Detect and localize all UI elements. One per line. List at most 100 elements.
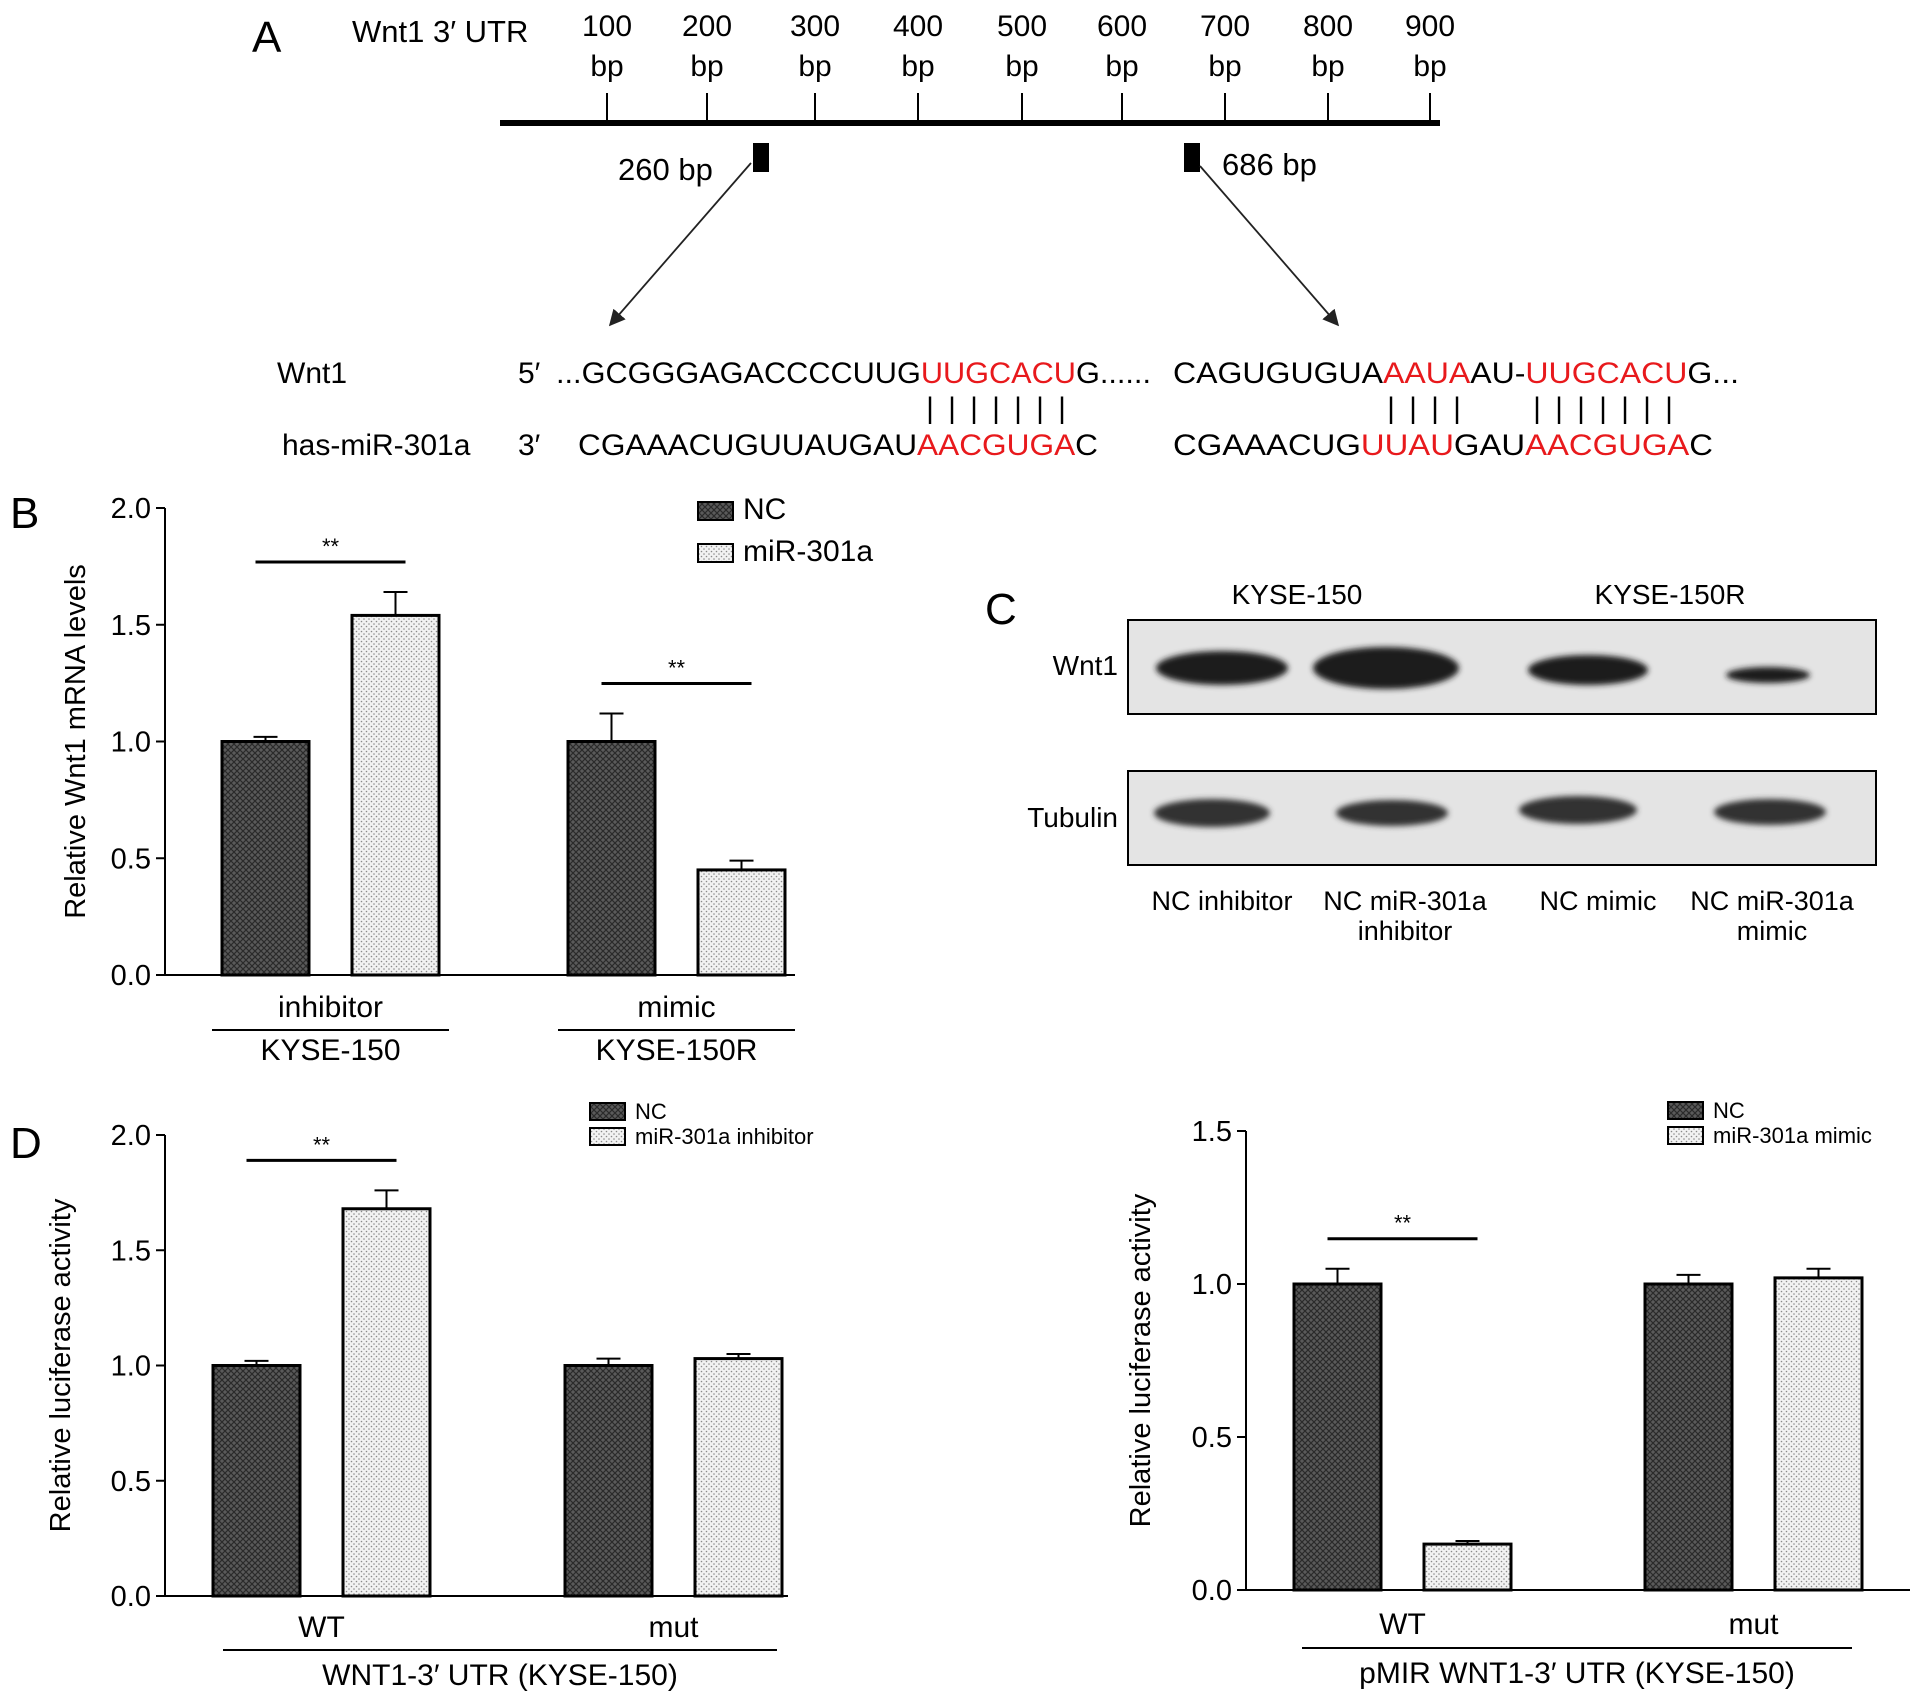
panel-letter-c: C <box>985 585 1017 634</box>
x-category-label: mut <box>1728 1608 1779 1641</box>
y-axis-title: Relative luciferase activity <box>1125 1193 1157 1527</box>
site-686-marker <box>1184 143 1200 172</box>
bar <box>211 1364 302 1598</box>
bar <box>1643 1282 1734 1592</box>
lane-label-line1: NC inhibitor <box>1151 886 1292 916</box>
y-tick-label: 0.5 <box>111 1466 151 1498</box>
pairing-bar: | <box>1665 392 1673 425</box>
wnt1-band-lane4 <box>1726 667 1810 683</box>
legend-label: NC <box>1713 1098 1745 1123</box>
utr-tick-number: 200 <box>682 10 732 43</box>
panel-letter-b: B <box>10 489 39 538</box>
y-tick-label: 1.0 <box>1192 1269 1232 1301</box>
site-260-marker <box>753 143 769 172</box>
bar <box>563 1364 654 1598</box>
wnt1-band-lane3 <box>1528 655 1648 685</box>
y-tick-label: 0.5 <box>1192 1422 1232 1454</box>
y-tick-label: 1.5 <box>111 610 151 642</box>
bar <box>1292 1282 1383 1592</box>
y-axis-title: Relative Wnt1 mRNA levels <box>60 564 92 919</box>
site2-mirna-sequence: CGAAACUG UUAU GAU AACGUGA C <box>1173 429 1713 462</box>
tubulin-band-lane2 <box>1336 800 1448 826</box>
utr-tick-number: 800 <box>1303 10 1353 43</box>
chart-b-mrna: 0.0 0.5 1.0 1.5 2.0 Relative Wnt1 mRNA levels… <box>60 493 873 1067</box>
y-axis-title: Relative luciferase activity <box>45 1198 77 1532</box>
utr-tick-number: 700 <box>1200 10 1250 43</box>
y-tick-label: 1.5 <box>1192 1116 1232 1148</box>
panel-letter-a: A <box>252 13 282 62</box>
utr-tick-number: 400 <box>893 10 943 43</box>
pairing-bar: | <box>1599 392 1607 425</box>
utr-tick-unit: bp <box>1413 50 1446 83</box>
x-category-label: WT <box>298 1611 345 1644</box>
utr-tick-number: 900 <box>1405 10 1455 43</box>
utr-tick-unit: bp <box>798 50 831 83</box>
arrow-site-686 <box>1199 165 1340 327</box>
bar <box>693 1357 784 1598</box>
base-pairing-lines: | | | | | | | | | | | | | | | | | | <box>926 392 1673 425</box>
utr-tick-unit: bp <box>901 50 934 83</box>
site-260-label: 260 bp <box>618 152 713 187</box>
pairing-bar: | <box>1577 392 1585 425</box>
panel-c-western-blot: KYSE-150 KYSE-150R Wnt1 Tubulin NC inhib… <box>1027 579 1877 946</box>
utr-tick-unit: bp <box>1208 50 1241 83</box>
blot-group-kyse150r: KYSE-150R <box>1595 579 1746 610</box>
utr-tick-unit: bp <box>1105 50 1138 83</box>
bar <box>566 740 657 977</box>
pairing-bar: | <box>1036 392 1044 425</box>
significance-stars: ** <box>322 534 340 559</box>
pairing-bar: | <box>1014 392 1022 425</box>
utr-tick-unit: bp <box>690 50 723 83</box>
utr-tick-unit: bp <box>1005 50 1038 83</box>
site-686-label: 686 bp <box>1222 147 1317 182</box>
x-category-label: WT <box>1379 1608 1426 1641</box>
blot-row-tubulin: Tubulin <box>1027 802 1118 833</box>
significance-stars: ** <box>313 1132 331 1157</box>
pairing-bar: | <box>1643 392 1651 425</box>
tubulin-band-lane4 <box>1714 799 1826 825</box>
site1-utr-sequence: ...GCGGGAGACCCCUUG UUGCACU G...... <box>556 357 1151 390</box>
legend-label: miR-301a <box>743 535 873 568</box>
utr-tick-unit: bp <box>590 50 623 83</box>
utr-tick-number: 300 <box>790 10 840 43</box>
pairing-bar: | <box>948 392 956 425</box>
x-category-label: mimic <box>637 991 715 1024</box>
y-tick-label: 1.0 <box>111 1351 151 1383</box>
mirna-label: has-miR-301a <box>282 429 471 462</box>
tubulin-band-lane3 <box>1519 796 1637 824</box>
lane-label-line2: mimic <box>1737 916 1807 946</box>
site1-mirna-sequence: CGAAACUGUUAUGAU AACGUGA C <box>578 429 1098 462</box>
panel-letter-d: D <box>10 1119 42 1168</box>
legend-swatch <box>589 1127 626 1146</box>
chart-d-left-luciferase: 0.0 0.5 1.0 1.5 2.0 Relative luciferase activ… <box>45 1099 814 1692</box>
pairing-bar: | <box>1555 392 1563 425</box>
bar <box>220 740 311 977</box>
y-tick-label: 1.5 <box>111 1235 151 1267</box>
y-tick-label: 0.0 <box>1192 1575 1232 1607</box>
wnt1-bands <box>1156 647 1810 689</box>
y-tick-label: 1.0 <box>111 727 151 759</box>
x-group-label: KYSE-150R <box>596 1034 758 1067</box>
x-group-label: KYSE-150 <box>260 1034 400 1067</box>
lane-label-line1: NC miR-301a <box>1690 886 1855 916</box>
pairing-bar: | <box>992 392 1000 425</box>
pairing-bar: | <box>926 392 934 425</box>
gene-label: Wnt1 <box>277 357 347 390</box>
legend-label: miR-301a inhibitor <box>635 1124 814 1149</box>
y-tick-label: 2.0 <box>111 1120 151 1152</box>
pairing-bar: | <box>1409 392 1417 425</box>
pairing-bar: | <box>1058 392 1066 425</box>
pairing-bar: | <box>970 392 978 425</box>
utr-tick-number: 600 <box>1097 10 1147 43</box>
x-axis-title: WNT1-3′ UTR (KYSE-150) <box>322 1659 678 1692</box>
pairing-bar: | <box>1431 392 1439 425</box>
blot-group-kyse150: KYSE-150 <box>1232 579 1363 610</box>
five-prime-label: 5′ <box>518 357 541 390</box>
wnt1-band-lane1 <box>1156 651 1288 685</box>
chart-d-right-luciferase: 0.0 0.5 1.0 1.5 Relative luciferase activity… <box>1125 1098 1910 1690</box>
utr-title: Wnt1 3′ UTR <box>352 14 528 49</box>
legend-label: miR-301a mimic <box>1713 1123 1872 1148</box>
panel-a-utr-map: Wnt1 3′ UTR 100 bp 200 bp 300 bp 400 bp 500 bp 600… <box>277 10 1739 462</box>
